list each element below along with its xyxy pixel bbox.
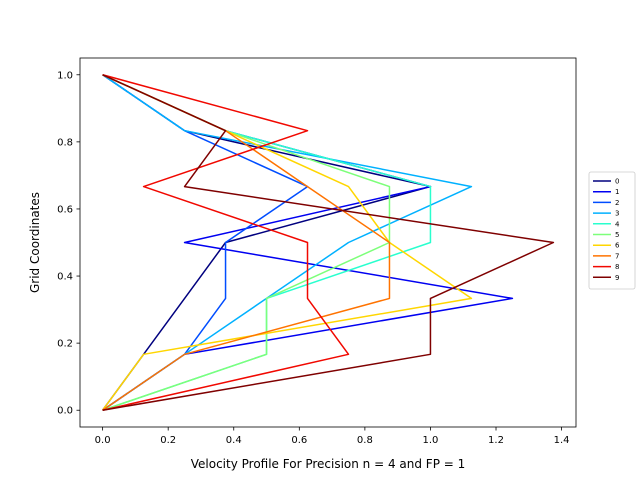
y-tick-label: 0.8 [57, 137, 73, 148]
legend-label-9: 9 [615, 274, 619, 282]
y-tick-label: 0.4 [57, 272, 73, 283]
x-tick-label: 0.4 [226, 435, 242, 446]
legend-label-1: 1 [615, 188, 619, 196]
series-line-9 [102, 74, 555, 411]
y-tick-label: 0.2 [57, 339, 73, 350]
legend-label-0: 0 [615, 178, 619, 186]
legend-label-6: 6 [615, 242, 620, 250]
x-tick-label: 1.4 [554, 435, 570, 446]
series-lines [102, 74, 555, 411]
x-tick-label: 1.2 [488, 435, 504, 446]
legend-label-5: 5 [615, 231, 619, 239]
x-axis-label: Velocity Profile For Precision n = 4 and… [191, 457, 466, 471]
legend-label-2: 2 [615, 199, 619, 207]
x-tick-label: 0.0 [95, 435, 111, 446]
y-axis-label: Grid Coordinates [28, 192, 42, 293]
series-line-8 [102, 74, 350, 411]
legend: 0 1 2 3 4 5 6 7 8 9 [588, 171, 636, 290]
legend-label-8: 8 [615, 263, 619, 271]
legend-label-3: 3 [615, 210, 619, 218]
legend-box [588, 171, 636, 290]
y-tick-label: 1.0 [57, 70, 73, 81]
legend-label-7: 7 [615, 252, 619, 260]
y-axis-ticks: 0.0 0.2 0.4 0.6 0.8 1.0 [57, 70, 80, 417]
legend-label-4: 4 [615, 220, 620, 228]
plot-frame [79, 57, 577, 428]
x-tick-label: 0.8 [357, 435, 373, 446]
x-tick-label: 0.2 [160, 435, 176, 446]
x-axis-ticks: 0.0 0.2 0.4 0.6 0.8 1.0 1.2 1.4 [95, 427, 570, 446]
x-tick-label: 0.6 [291, 435, 307, 446]
y-tick-label: 0.0 [57, 406, 73, 417]
x-tick-label: 1.0 [422, 435, 438, 446]
y-tick-label: 0.6 [57, 204, 73, 215]
